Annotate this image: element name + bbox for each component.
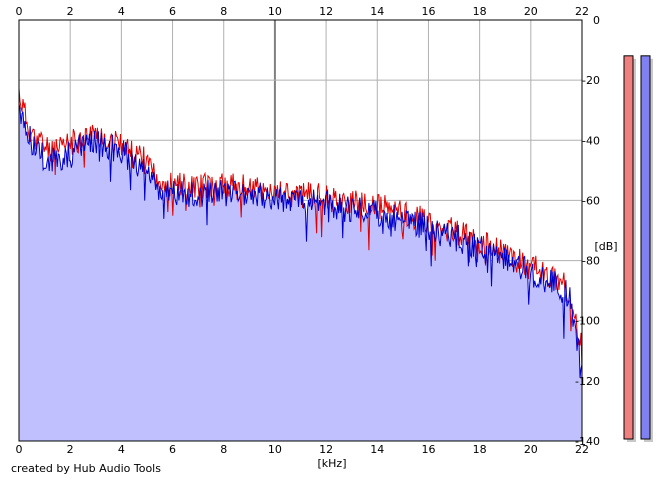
x-tick-label: 0: [16, 443, 23, 456]
x-tick-labels-top: 0 2 4 6 8 10 12 14 16 18 20 22: [16, 5, 590, 18]
x-tick-label: 8: [220, 5, 227, 18]
plot-frame: [18, 19, 583, 442]
level-meter-right: [640, 55, 651, 440]
series-line-blue: [18, 103, 583, 378]
x-tick-label: 4: [118, 443, 125, 456]
credit-text: created by Hub Audio Tools: [11, 462, 161, 475]
y-tick-label: -80: [582, 255, 600, 268]
y-tick-label: -100: [575, 315, 600, 328]
level-meter-left: [623, 55, 634, 440]
x-tick-label: 18: [473, 5, 487, 18]
y-tick-label: -40: [582, 134, 600, 147]
x-tick-label: 6: [169, 443, 176, 456]
x-tick-label: 22: [575, 443, 589, 456]
y-tick-label: 0: [593, 14, 600, 27]
x-tick-label: 2: [67, 5, 74, 18]
spectrum-series: [18, 88, 583, 378]
x-tick-label: 20: [524, 443, 538, 456]
x-tick-label: 8: [220, 443, 227, 456]
x-tick-label: 2: [67, 443, 74, 456]
x-tick-label: 10: [268, 443, 282, 456]
y-tick-labels: 0 -20 -40 -60 -80 -100 -120 -140: [575, 14, 600, 448]
x-tick-label: 18: [473, 443, 487, 456]
x-tick-label: 12: [319, 5, 333, 18]
y-tick-label: -20: [582, 74, 600, 87]
x-tick-label: 22: [575, 5, 589, 18]
y-tick-label: -60: [582, 194, 600, 207]
x-tick-label: 6: [169, 5, 176, 18]
y-tick-label: -140: [575, 435, 600, 448]
x-tick-label: 16: [421, 5, 435, 18]
x-tick-label: 20: [524, 5, 538, 18]
x-tick-labels-bottom: 0 2 4 6 8 10 12 14 16 18 20 22: [16, 443, 590, 456]
x-tick-label: 14: [370, 443, 384, 456]
level-meters: [623, 55, 653, 442]
x-tick-label: 10: [268, 5, 282, 18]
x-tick-label: 0: [16, 5, 23, 18]
y-axis-label: [dB]: [594, 240, 617, 253]
x-axis-label: [kHz]: [318, 457, 347, 470]
x-tick-label: 12: [319, 443, 333, 456]
x-tick-label: 4: [118, 5, 125, 18]
x-tick-label: 14: [370, 5, 384, 18]
x-tick-label: 16: [421, 443, 435, 456]
y-tick-label: -120: [575, 375, 600, 388]
